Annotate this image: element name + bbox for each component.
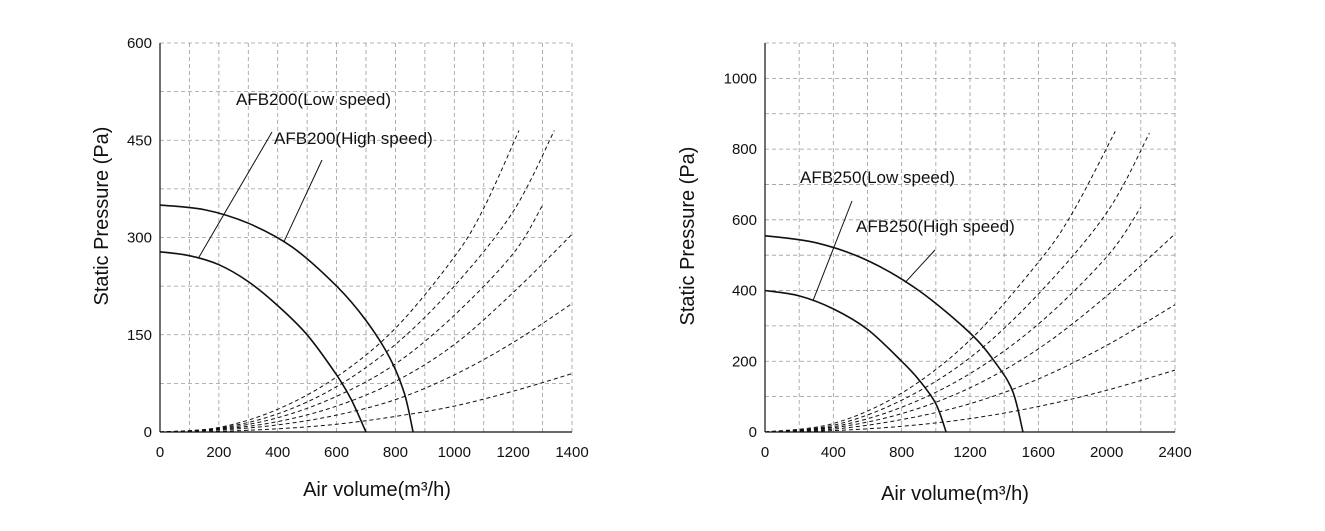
fan-curve-label: AFB250(Low speed) [800,168,955,187]
fan-curve-line [159,204,414,433]
fan-curve-line [764,289,947,433]
fan-curve-line [159,251,367,433]
fan-curve-label: AFB250(High speed) [856,217,1015,236]
x-tick-label: 0 [156,444,164,461]
x-tick-label: 400 [821,444,846,461]
y-tick-label: 1000 [724,70,757,87]
y-tick-label: 800 [732,141,757,158]
annotation-leader-line [904,249,936,283]
annotation-leader-line [812,200,853,302]
x-tick-label: 1200 [496,444,529,461]
x-tick-label: 1000 [438,444,471,461]
x-tick-label: 1200 [953,444,986,461]
grid [765,42,1176,432]
y-tick-label: 200 [732,353,757,370]
system-curve-line [764,207,1142,433]
fan-curve-line [764,234,1024,433]
system-curve-line [159,130,555,433]
y-axis-label: Static Pressure (Pa) [677,147,699,326]
y-tick-label: 150 [127,327,152,344]
system-curve-line [159,303,573,433]
x-tick-label: 2400 [1158,444,1191,461]
system-curve-line [159,233,573,433]
x-tick-label: 800 [889,444,914,461]
y-tick-label: 300 [127,230,152,247]
fan-curve-label: AFB200(Low speed) [236,90,391,109]
system-curve-line [764,131,1116,433]
x-tick-label: 2000 [1090,444,1123,461]
system-curve-line [159,204,544,433]
y-tick-label: 600 [732,212,757,229]
x-axis-label: Air volume(m³/h) [881,483,1029,505]
annotation-leader-line [283,159,323,243]
system-curve-line [764,369,1176,433]
x-tick-label: 600 [324,444,349,461]
y-tick-label: 0 [144,424,152,441]
y-tick-label: 0 [749,424,757,441]
system-curve-line [764,132,1150,433]
y-axis-label: Static Pressure (Pa) [91,127,113,306]
x-tick-label: 200 [206,444,231,461]
x-tick-label: 400 [265,444,290,461]
fan-curve-label: AFB200(High speed) [274,129,433,148]
y-tick-label: 400 [732,283,757,300]
x-tick-label: 800 [383,444,408,461]
chart-afb200: 0 200 400 600 800 1000 1200 1400 0 150 300 450 600 Ai… [91,35,589,501]
chart-afb250: 0 400 800 1200 1600 2000 2400 0 200 400 600 800 1000… [677,42,1192,505]
annotation-leader-line [197,131,273,259]
x-tick-label: 0 [761,444,769,461]
x-axis-label: Air volume(m³/h) [303,479,451,501]
system-curve-line [159,130,520,433]
y-tick-label: 450 [127,132,152,149]
y-tick-label: 600 [127,35,152,52]
system-curve-line [159,373,573,433]
system-curve-line [764,233,1176,433]
x-tick-label: 1400 [555,444,588,461]
x-tick-label: 1600 [1022,444,1055,461]
